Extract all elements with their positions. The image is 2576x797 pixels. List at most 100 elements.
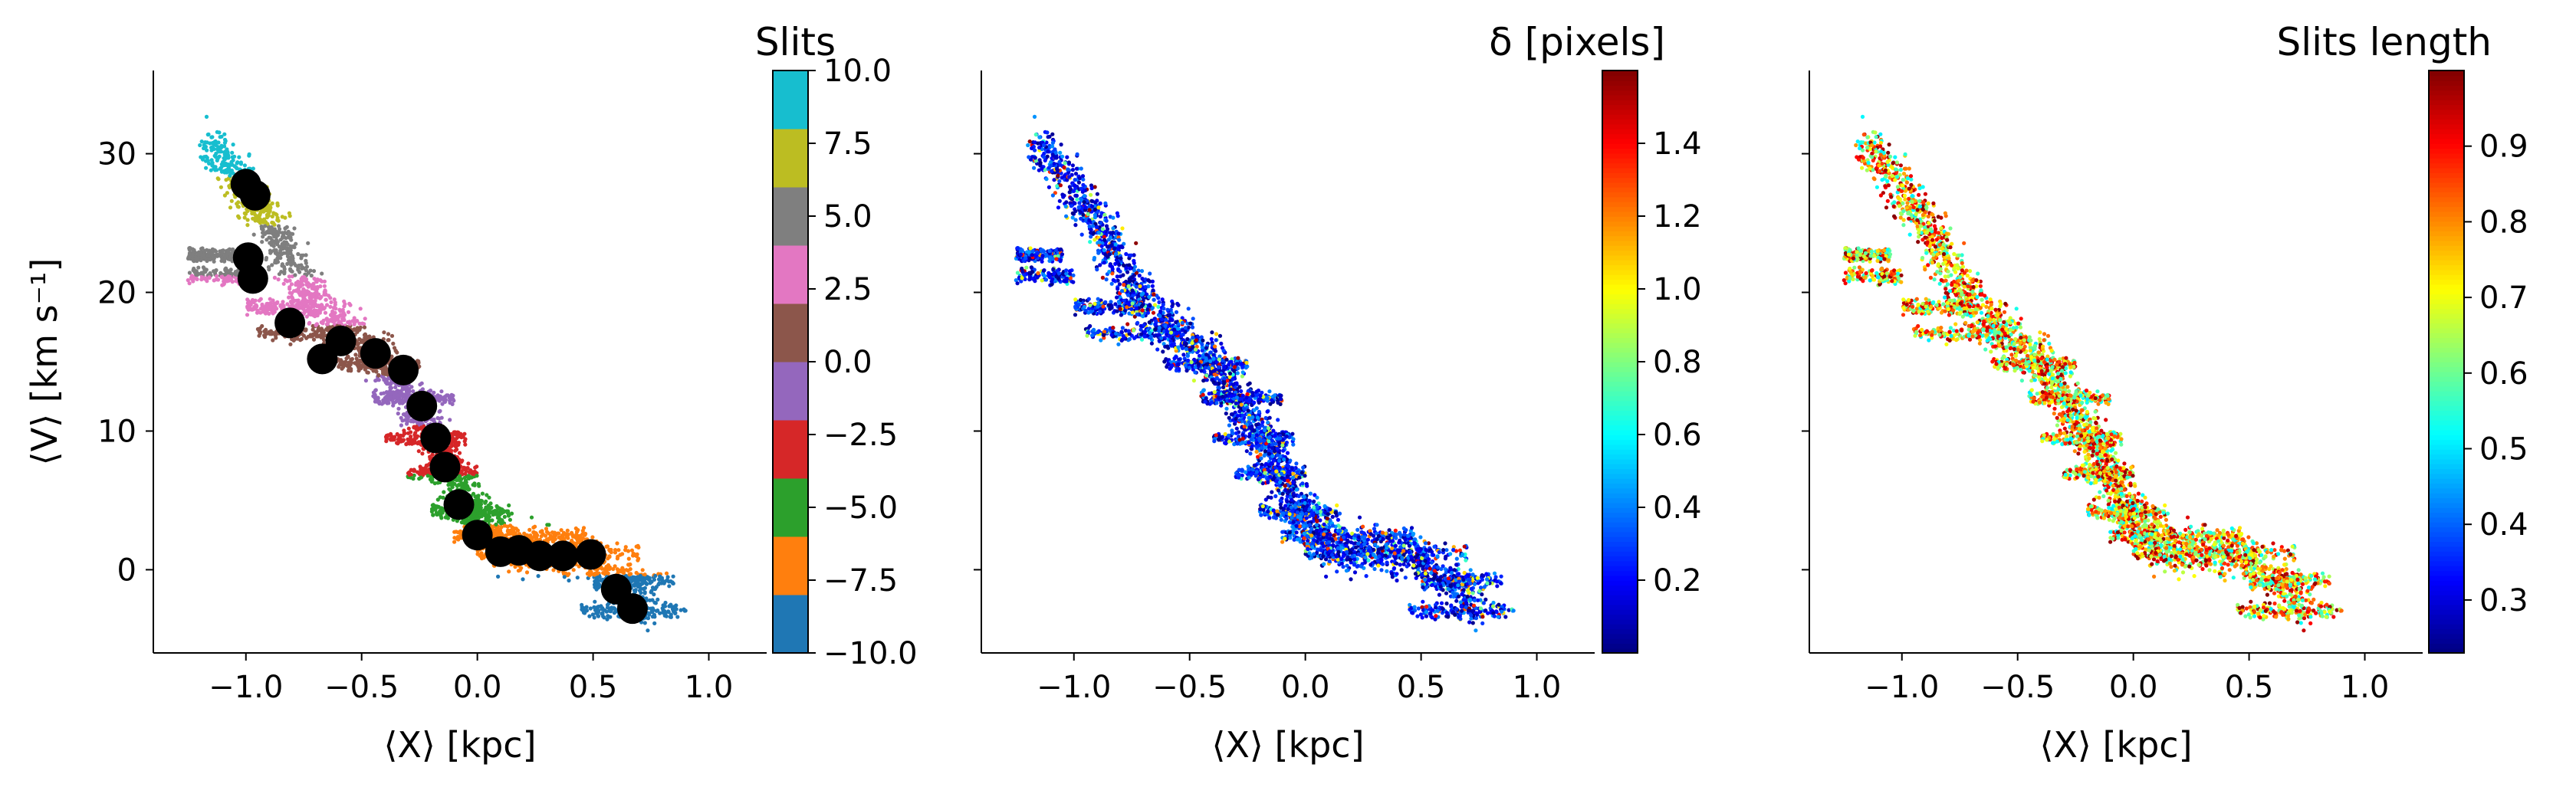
- scatter-point: [284, 247, 288, 251]
- scatter-point: [411, 389, 416, 394]
- scatter-point: [302, 301, 307, 306]
- scatter-point: [288, 342, 293, 346]
- scatter-point: [343, 302, 347, 307]
- scatter-point: [495, 503, 499, 509]
- scatter-point: [644, 582, 649, 586]
- scatter-point: [294, 283, 298, 287]
- scatter-point: [484, 499, 488, 503]
- scatter-point: [210, 160, 215, 166]
- scatter-point: [466, 487, 471, 492]
- scatter-point: [373, 392, 377, 397]
- scatter-point: [234, 279, 238, 284]
- scatter-point: [322, 284, 327, 288]
- scatter-point: [419, 381, 424, 385]
- scatter-point: [205, 148, 209, 153]
- colorbar-segment: [773, 71, 808, 130]
- scatter-point: [371, 369, 376, 373]
- scatter-point: [562, 575, 567, 579]
- scatter-point: [508, 517, 513, 522]
- scatter-point: [261, 310, 265, 314]
- scatter-point: [626, 556, 631, 561]
- scatter-point: [262, 333, 267, 338]
- scatter-point: [278, 303, 283, 307]
- scatter-point: [463, 480, 468, 484]
- scatter-point: [235, 204, 240, 208]
- scatter-point: [565, 528, 570, 533]
- scatter-point: [507, 503, 511, 508]
- data-point: [616, 593, 648, 625]
- scatter-point: [281, 281, 286, 286]
- scatter-point: [260, 323, 264, 329]
- scatter-point: [214, 143, 219, 148]
- scatter-point: [200, 246, 205, 251]
- scatter-point: [223, 267, 228, 271]
- scatter-point: [1444, 591, 1449, 595]
- scatter-point: [463, 471, 468, 476]
- scatter-point: [228, 271, 233, 276]
- data-point: [547, 540, 579, 572]
- scatter-point: [289, 282, 294, 287]
- scatter-point: [218, 135, 222, 139]
- scatter-point: [602, 615, 606, 620]
- scatter-point: [226, 248, 231, 253]
- scatter-point: [362, 325, 367, 330]
- y-axis-label: ⟨V⟩ [km s⁻¹]: [24, 258, 65, 466]
- scatter-point: [386, 382, 391, 386]
- scatter-point: [1098, 214, 1102, 219]
- scatter-point: [257, 333, 261, 338]
- scatter-point: [406, 426, 411, 431]
- scatter-point: [289, 300, 294, 305]
- scatter-point: [448, 418, 452, 422]
- scatter-point: [675, 615, 680, 619]
- scatter-point: [642, 591, 647, 595]
- scatter-point: [264, 327, 268, 332]
- scatter-point: [477, 484, 481, 488]
- scatter-point: [532, 535, 537, 540]
- scatter-point: [613, 607, 617, 612]
- scatter-point: [290, 269, 294, 274]
- scatter-point: [547, 523, 551, 527]
- scatter-point: [587, 614, 592, 618]
- scatter-point: [438, 510, 442, 514]
- scatter-point: [328, 304, 333, 309]
- scatter-point: [346, 320, 350, 324]
- scatter-point: [357, 321, 362, 326]
- scatter-point: [318, 278, 323, 283]
- scatter-point: [500, 533, 504, 537]
- scatter-point: [393, 385, 398, 389]
- scatter-point: [1079, 232, 1084, 237]
- scatter-point: [199, 155, 203, 159]
- scatter-point: [596, 610, 601, 615]
- scatter-point: [282, 267, 287, 271]
- scatter-point: [626, 562, 631, 567]
- scatter-point: [504, 533, 508, 538]
- scatter-point: [219, 248, 224, 254]
- scatter-point: [533, 524, 537, 529]
- scatter-point: [287, 211, 291, 215]
- scatter-point: [487, 510, 491, 514]
- scatter-point: [346, 310, 351, 314]
- scatter-point: [641, 586, 646, 592]
- scatter-point: [494, 532, 498, 536]
- scatter-point: [272, 227, 277, 231]
- scatter-point: [456, 434, 461, 439]
- scatter-cloud: [1014, 114, 1516, 633]
- scatter-point: [238, 160, 243, 165]
- scatter-point: [1217, 333, 1223, 338]
- scatter-point: [476, 516, 481, 520]
- colorbar-segment: [773, 536, 808, 595]
- scatter-point: [552, 530, 557, 535]
- scatter-point: [274, 333, 278, 337]
- scatter-point: [415, 470, 420, 474]
- scatter-point: [1191, 379, 1196, 383]
- scatter-point: [229, 159, 234, 164]
- scatter-point: [231, 143, 235, 147]
- scatter-point: [636, 558, 640, 562]
- scatter-point: [607, 554, 612, 559]
- scatter-point: [289, 238, 294, 242]
- scatter-point: [600, 612, 605, 616]
- scatter-point: [314, 330, 320, 334]
- scatter-point: [357, 336, 362, 342]
- scatter-point: [647, 576, 652, 580]
- scatter-point: [593, 599, 597, 604]
